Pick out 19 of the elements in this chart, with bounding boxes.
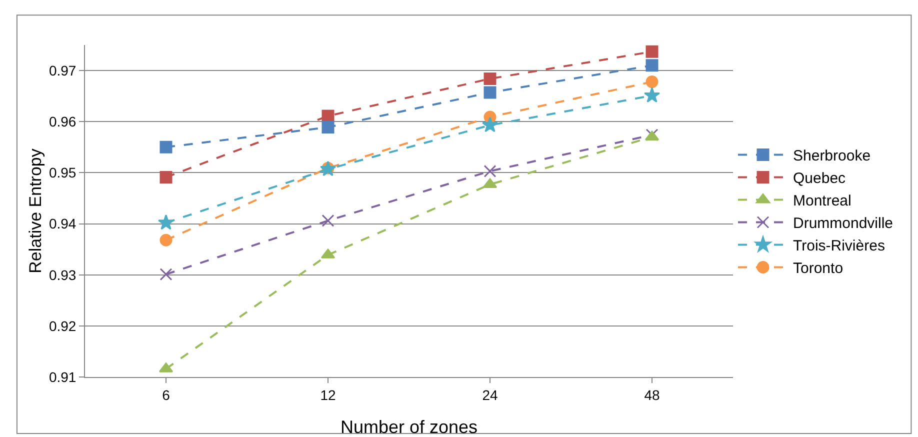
- y-tick-label: 0.94: [48, 216, 76, 232]
- y-axis-title: Relative Entropy: [26, 148, 45, 274]
- y-tick-label: 0.92: [48, 318, 76, 334]
- y-tick-label: 0.91: [48, 368, 76, 385]
- legend-label: Quebec: [793, 170, 846, 188]
- y-tick-label: 0.93: [48, 266, 76, 283]
- x-tick-label: 48: [644, 386, 660, 403]
- x-axis-title: Number of zones: [340, 417, 478, 437]
- x-tick-label: 24: [482, 386, 498, 403]
- legend-label: Toronto: [793, 260, 844, 278]
- legend-label: Montreal: [793, 192, 852, 210]
- y-tick-label: 0.97: [48, 62, 76, 78]
- x-tick-label: 12: [320, 386, 336, 403]
- y-tick-label: 0.95: [48, 164, 76, 181]
- y-tick-label: 0.96: [48, 114, 76, 130]
- legend-label: Drummondville: [793, 215, 894, 232]
- x-tick-label: 6: [162, 386, 170, 403]
- legend-label: Trois-Rivières: [793, 238, 885, 255]
- legend-label: Sherbrooke: [793, 148, 871, 165]
